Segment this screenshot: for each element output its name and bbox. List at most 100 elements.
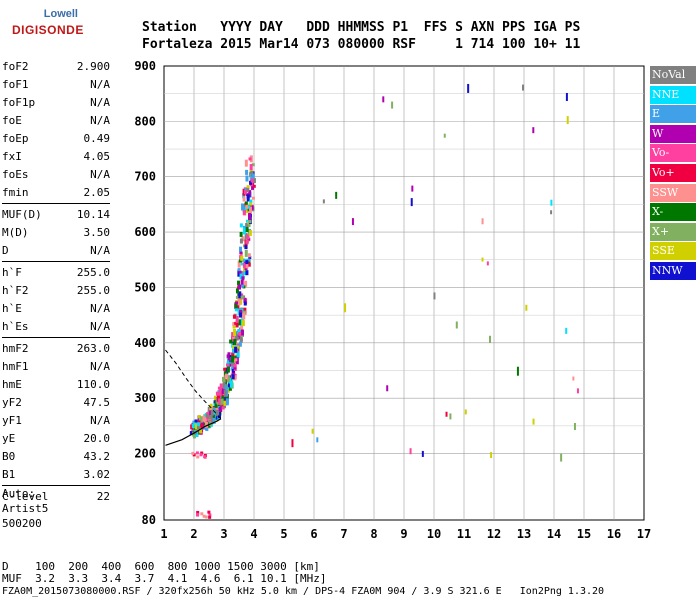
echo-point (233, 328, 237, 336)
x-tick-label: 5 (280, 527, 287, 541)
echo-point (445, 411, 448, 417)
param-value: N/A (90, 360, 110, 373)
echo-point (238, 341, 242, 347)
echo-point (235, 295, 239, 299)
echo-point (236, 351, 240, 359)
param-name: M(D) (2, 226, 29, 239)
echo-point (232, 314, 236, 319)
echo-point (231, 341, 235, 348)
x-tick-label: 12 (487, 527, 501, 541)
echo-point (443, 133, 446, 138)
echo-point (194, 423, 198, 430)
echo-point (238, 246, 242, 252)
echo-point (223, 367, 227, 371)
echo-point (234, 331, 238, 339)
param-value: 20.0 (83, 432, 111, 445)
echo-point (249, 200, 253, 206)
echo-point (244, 201, 248, 206)
param-value: 22 (96, 490, 110, 503)
echo-point (489, 335, 492, 343)
param-value: N/A (90, 320, 110, 333)
param-divider (2, 203, 110, 204)
param-value: 43.2 (83, 450, 111, 463)
echo-point (233, 363, 237, 368)
echo-point (209, 410, 213, 416)
param-row: h`F2 255.0 (2, 282, 110, 300)
param-value: 10.14 (76, 208, 110, 221)
echo-point (481, 218, 484, 225)
echo-point (240, 329, 244, 336)
echo-point (244, 159, 248, 167)
param-row: yE 20.0 (2, 430, 110, 448)
echo-point (386, 385, 389, 392)
echo-point (209, 419, 213, 426)
echo-point (248, 190, 252, 198)
param-row: h`F 255.0 (2, 264, 110, 282)
param-value: 2.900 (76, 60, 110, 73)
echo-point (242, 312, 246, 320)
echo-point (247, 205, 251, 209)
echo-point (214, 400, 218, 408)
echo-point (464, 409, 467, 415)
echo-point (226, 366, 230, 373)
echo-point (238, 270, 242, 274)
echo-point (291, 439, 294, 448)
echo-point (248, 217, 252, 224)
echo-point (225, 367, 229, 375)
echo-point (235, 357, 239, 365)
header-labels: Station YYYY DAY DDD HHMMSS P1 FFS S AXN… (142, 20, 581, 35)
echo-point (245, 222, 249, 228)
legend-entry-nne: NNE (650, 85, 696, 104)
echo-point (239, 298, 243, 305)
echo-point (246, 234, 250, 240)
echo-point (237, 280, 241, 286)
param-value: 2.05 (83, 186, 111, 199)
param-row: MUF(D) 10.14 (2, 206, 110, 224)
echo-point (196, 455, 200, 459)
auto-label: Auto: (2, 487, 36, 500)
echo-point (240, 323, 244, 331)
echo-point (230, 355, 234, 363)
auto-version: 500200 (2, 517, 42, 530)
echo-point (532, 127, 535, 134)
echo-point (234, 346, 238, 353)
param-name: hmF2 (2, 342, 29, 355)
echo-point (550, 210, 553, 215)
echo-point (311, 428, 314, 434)
y-tick-label: 300 (134, 391, 156, 405)
param-value: 110.0 (76, 378, 110, 391)
x-tick-label: 15 (577, 527, 591, 541)
echo-point (242, 196, 246, 202)
echo-point (245, 270, 249, 276)
logo-digisonde: DIGISONDE (12, 23, 84, 37)
echo-point (250, 204, 254, 210)
echo-point (194, 419, 198, 423)
echo-point (199, 453, 203, 457)
echo-point (225, 363, 229, 367)
echo-point (250, 177, 254, 183)
param-value: 4.05 (83, 150, 111, 163)
echo-point (207, 416, 211, 421)
echo-point (223, 400, 227, 406)
echo-point (239, 272, 243, 280)
echo-point (237, 345, 241, 349)
param-divider (2, 337, 110, 338)
echo-point (234, 302, 238, 310)
echo-point (565, 327, 568, 334)
echo-point (576, 388, 579, 394)
echo-point (192, 432, 196, 439)
param-name: fmin (2, 186, 29, 199)
echo-point (560, 453, 563, 462)
echo-point (251, 173, 255, 179)
echo-point (203, 455, 207, 459)
echo-point (211, 418, 215, 425)
echo-point (238, 291, 242, 299)
echo-point (316, 437, 319, 443)
y-tick-label: 600 (134, 225, 156, 239)
header-values: Fortaleza 2015 Mar14 073 080000 RSF 1 71… (142, 37, 581, 52)
echo-point (490, 452, 493, 459)
echo-point (455, 321, 458, 329)
echo-point (322, 199, 325, 204)
echo-point (237, 333, 241, 340)
echo-point (235, 288, 239, 294)
